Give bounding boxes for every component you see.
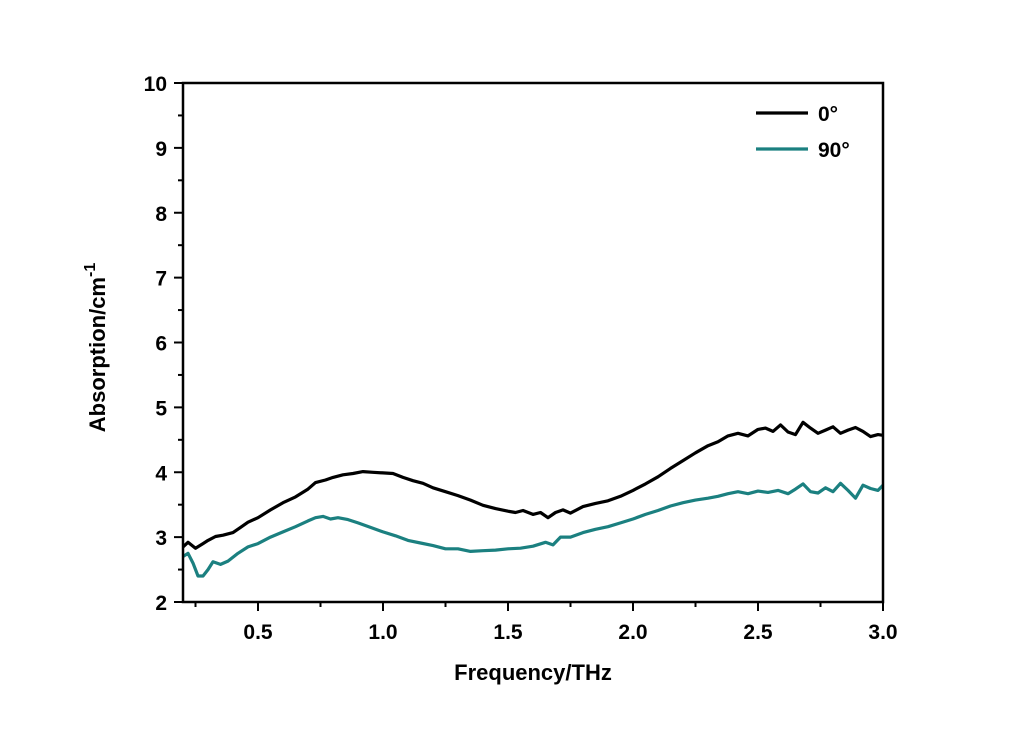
x-axis-title: Frequency/THz: [454, 660, 612, 685]
x-tick-label: 1.0: [368, 621, 397, 644]
y-tick-label: 3: [155, 527, 167, 550]
plot-frame: [181, 81, 885, 604]
y-tick-label: 4: [155, 462, 167, 485]
y-tick-label: 2: [155, 592, 167, 615]
legend: 0° 90°: [756, 103, 850, 162]
labels-layer: 0.5 1.0 1.5 2.0 2.5 3.0 2 3 4 5 6 7 8 9 10: [144, 73, 898, 644]
x-tick-label: 2.5: [743, 621, 773, 644]
y-tick-label: 10: [144, 73, 167, 96]
x-tick-label: 3.0: [868, 621, 897, 644]
y-axis-title-main: Absorption/cm: [85, 277, 110, 432]
y-axis-title: Absorption/cm-1: [82, 263, 110, 433]
curves-layer: [181, 420, 885, 578]
x-tick-label: 2.0: [618, 621, 647, 644]
y-tick-label: 7: [155, 268, 167, 291]
series-line-1: [182, 481, 885, 578]
legend-label-1: 90°: [818, 139, 850, 162]
y-tick-label: 8: [155, 203, 167, 226]
legend-label-0: 0°: [818, 103, 838, 126]
x-tick-label: 1.5: [493, 621, 523, 644]
y-axis-title-superscript: -1: [82, 263, 99, 277]
y-tick-label: 5: [155, 397, 167, 420]
x-tick-label: 0.5: [243, 621, 273, 644]
y-tick-label: 9: [155, 138, 167, 161]
ticks-layer: [174, 82, 884, 611]
y-tick-label: 6: [155, 333, 167, 356]
series-line-0: [181, 420, 884, 550]
